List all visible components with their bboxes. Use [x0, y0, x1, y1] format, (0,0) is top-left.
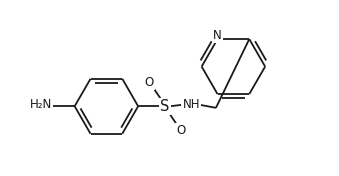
Text: NH: NH — [182, 98, 200, 111]
Text: O: O — [176, 124, 186, 137]
Text: H₂N: H₂N — [29, 98, 52, 111]
Text: N: N — [213, 29, 222, 42]
Text: S: S — [160, 99, 170, 114]
Text: O: O — [145, 76, 154, 89]
